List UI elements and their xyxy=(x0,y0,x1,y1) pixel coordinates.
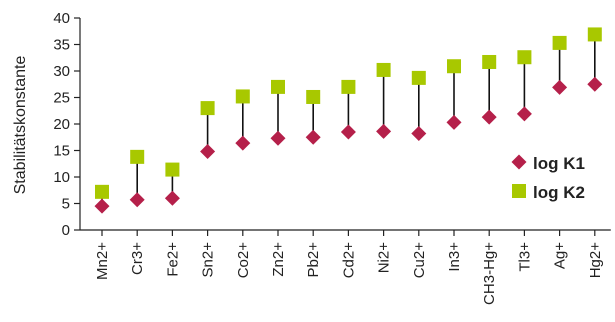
point-log-k2 xyxy=(341,79,356,94)
point-log-k2 xyxy=(587,27,602,42)
y-tick-label: 30 xyxy=(53,63,70,80)
point-log-k2 xyxy=(200,101,215,116)
point-log-k2 xyxy=(235,89,250,104)
x-tick-label: Hg2+ xyxy=(587,242,604,279)
x-tick-label: Pb2+ xyxy=(305,242,322,278)
point-log-k1 xyxy=(200,144,216,160)
point-log-k1 xyxy=(587,76,603,92)
axes: 0 5 10 15 20 25 30 35 40 Mn2+ Cr3+ Fe2+ Sn2+ Co2+ Zn2+… xyxy=(53,10,611,305)
y-tick-label: 35 xyxy=(53,37,70,54)
point-log-k2 xyxy=(306,89,321,104)
point-log-k2 xyxy=(130,149,145,164)
y-tick-label: 40 xyxy=(53,10,70,27)
y-tick-label: 25 xyxy=(53,90,70,107)
x-tick-label: Cu2+ xyxy=(411,242,428,279)
point-log-k2 xyxy=(552,35,567,50)
point-log-k1 xyxy=(516,106,532,122)
point-log-k1 xyxy=(270,130,286,146)
point-log-k1 xyxy=(164,190,180,206)
x-tick-label: CH3-Hg+ xyxy=(481,242,498,305)
point-log-k2 xyxy=(165,162,180,177)
x-tick-label: Cd2+ xyxy=(340,242,357,279)
y-tick-label: 10 xyxy=(53,169,70,186)
point-log-k2 xyxy=(95,184,109,199)
point-log-k2 xyxy=(271,79,285,94)
x-tick-label: In3+ xyxy=(446,242,463,272)
point-log-k2 xyxy=(447,59,461,74)
x-tick-label: Sn2+ xyxy=(200,242,217,278)
point-log-k2 xyxy=(482,54,497,69)
y-tick-label: 15 xyxy=(53,143,70,160)
x-tick-label: Mn2+ xyxy=(94,242,111,280)
point-log-k1 xyxy=(129,192,145,208)
point-log-k2 xyxy=(376,62,391,77)
legend-label-log-k2: log K2 xyxy=(533,183,585,202)
point-log-k1 xyxy=(411,126,427,142)
point-log-k1 xyxy=(446,114,462,130)
point-log-k1 xyxy=(305,129,321,145)
x-tick-label: Cr3+ xyxy=(129,242,146,275)
y-axis-label: Stabilitätskonstante xyxy=(12,56,29,195)
point-log-k1 xyxy=(94,198,110,214)
legend-marker-log-k1 xyxy=(511,154,527,170)
legend-marker-log-k2 xyxy=(512,184,526,198)
y-tick-label: 20 xyxy=(53,116,70,133)
point-log-k2 xyxy=(411,70,426,85)
point-log-k2 xyxy=(517,50,532,65)
legend-label-log-k1: log K1 xyxy=(533,154,585,173)
point-log-k1 xyxy=(235,135,251,151)
marks xyxy=(94,27,603,214)
x-tick-label: Fe2+ xyxy=(164,242,181,277)
point-log-k1 xyxy=(376,123,392,139)
x-tick-label: Ag+ xyxy=(552,242,569,269)
y-tick-label: 0 xyxy=(62,222,70,239)
x-tick-label: Co2+ xyxy=(235,242,252,279)
y-tick-label: 5 xyxy=(62,196,70,213)
x-tick-label: Ni2+ xyxy=(376,242,393,274)
point-log-k1 xyxy=(552,79,568,95)
x-tick-label: Tl3+ xyxy=(516,242,533,272)
point-log-k1 xyxy=(481,109,497,125)
x-tick-label: Zn2+ xyxy=(270,242,287,277)
point-log-k1 xyxy=(340,124,356,140)
legend: log K1 log K2 xyxy=(511,154,585,202)
